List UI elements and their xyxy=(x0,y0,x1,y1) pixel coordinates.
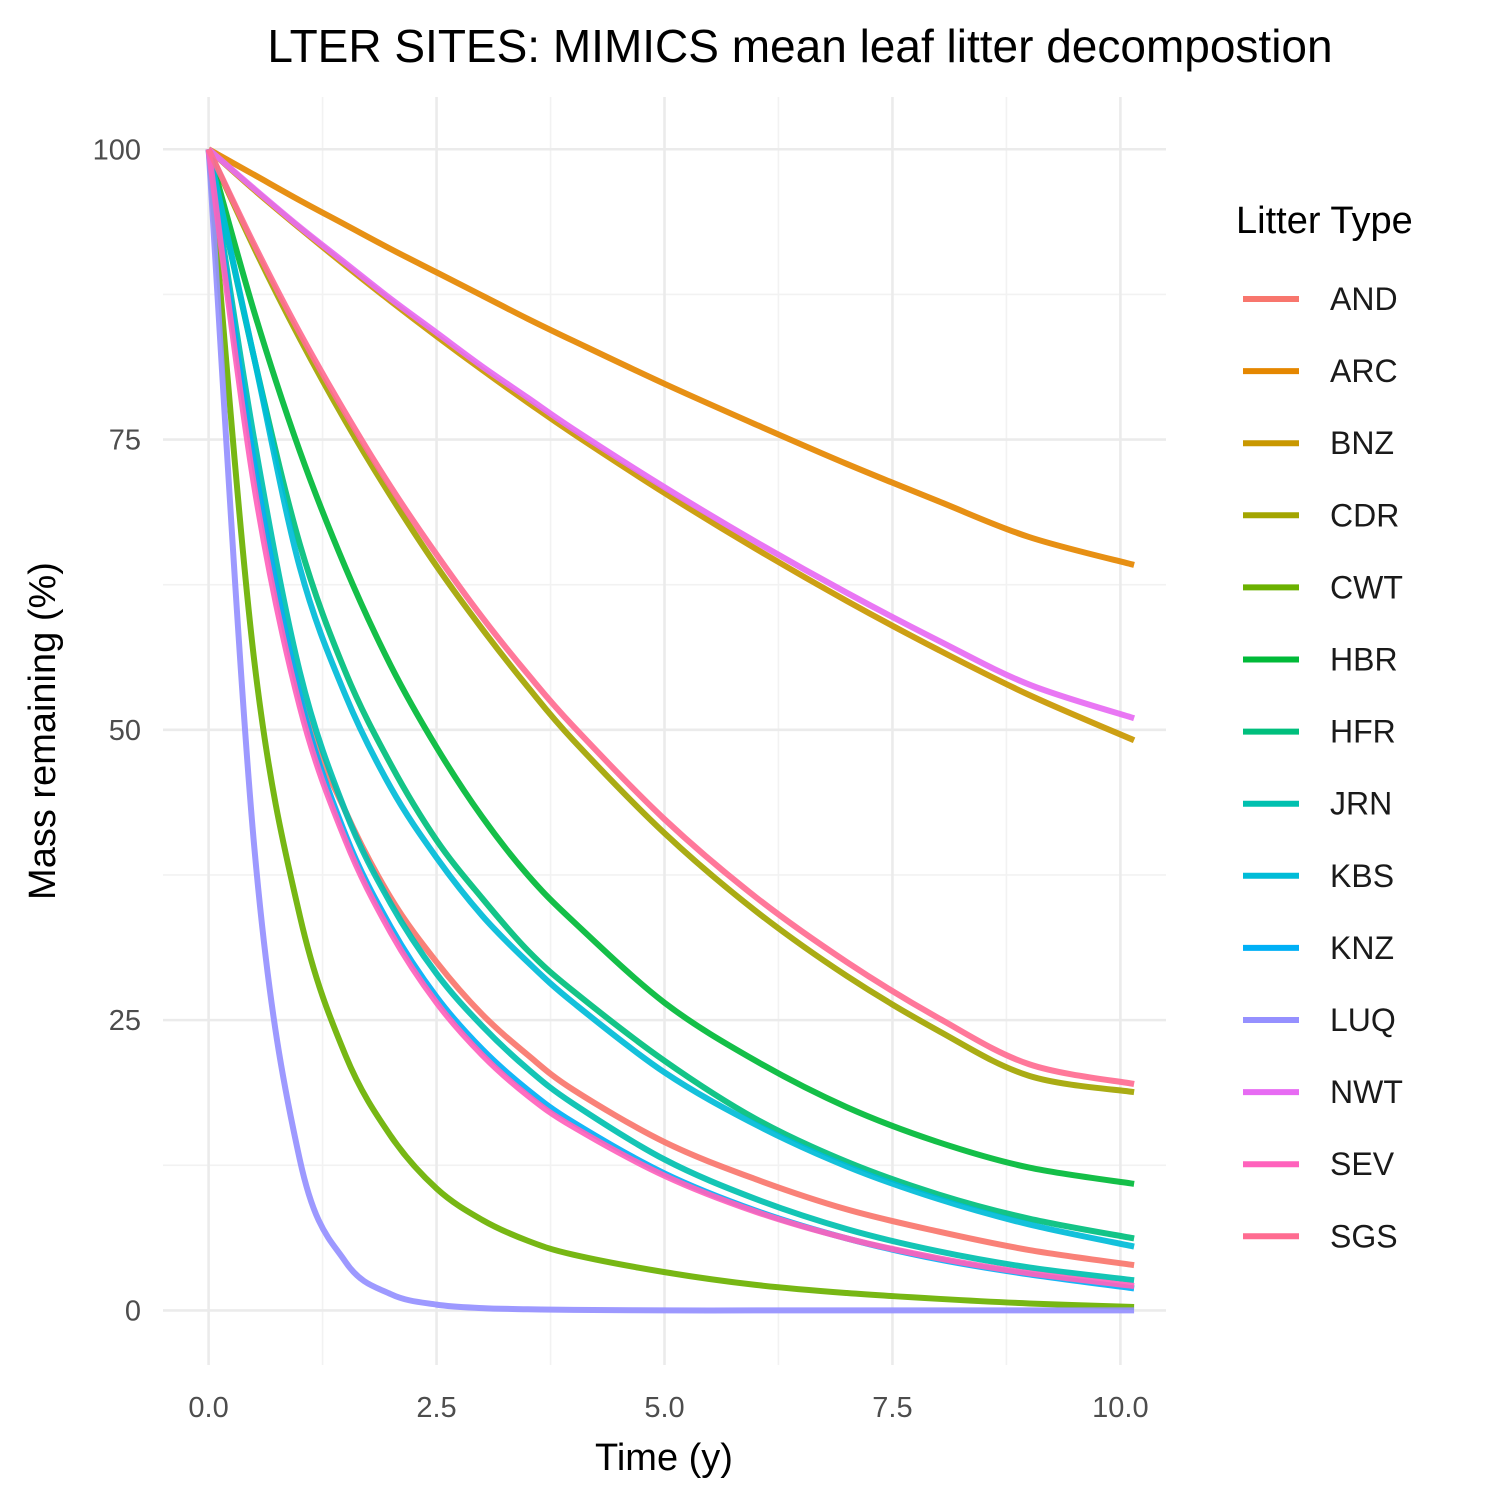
series-line-cdr xyxy=(205,147,1135,1096)
series-line-hbr xyxy=(205,148,1135,1187)
y-tick-label: 0 xyxy=(125,1295,141,1327)
legend-item-luq: LUQ xyxy=(1243,1002,1396,1038)
chart-title: LTER SITES: MIMICS mean leaf litter deco… xyxy=(267,20,1332,72)
legend-label-jrn: JRN xyxy=(1330,786,1392,822)
y-tick-label: 75 xyxy=(109,425,141,457)
x-tick-label: 0.0 xyxy=(188,1392,228,1424)
legend: Litter Type AND ARC BNZ CDR CWT HBR HFR JRN KBS K… xyxy=(1236,200,1413,1254)
legend-item-and: AND xyxy=(1243,281,1398,317)
series-line-arc xyxy=(207,146,1135,568)
series-line-kbs xyxy=(205,148,1135,1250)
legend-label-bnz: BNZ xyxy=(1330,425,1394,461)
legend-label-kbs: KBS xyxy=(1330,858,1394,894)
legend-item-hbr: HBR xyxy=(1243,642,1398,678)
legend-item-cwt: CWT xyxy=(1243,569,1403,605)
x-tick-label: 2.5 xyxy=(416,1392,456,1424)
series-lines xyxy=(205,146,1136,1314)
y-tick-label: 50 xyxy=(109,715,141,747)
series-line-luq xyxy=(205,149,1135,1314)
series-line-jrn xyxy=(205,148,1135,1284)
legend-label-luq: LUQ xyxy=(1330,1002,1396,1038)
y-axis-ticks: 0 25 50 75 100 xyxy=(93,134,141,1327)
series-line-sgs xyxy=(205,147,1135,1087)
legend-item-sgs: SGS xyxy=(1243,1218,1398,1254)
x-axis-ticks: 0.0 2.5 5.0 7.5 10.0 xyxy=(188,1392,1148,1424)
series-line-cwt xyxy=(205,148,1135,1310)
series-line-nwt xyxy=(206,146,1136,722)
legend-item-kbs: KBS xyxy=(1243,858,1394,894)
legend-title: Litter Type xyxy=(1236,200,1413,242)
series-line-sev xyxy=(205,148,1135,1290)
x-tick-label: 5.0 xyxy=(644,1392,684,1424)
legend-item-arc: ARC xyxy=(1243,353,1398,389)
legend-label-nwt: NWT xyxy=(1330,1074,1403,1110)
x-tick-label: 7.5 xyxy=(872,1392,912,1424)
legend-item-nwt: NWT xyxy=(1243,1074,1403,1110)
legend-item-cdr: CDR xyxy=(1243,497,1399,533)
series-line-bnz xyxy=(206,147,1136,744)
legend-label-knz: KNZ xyxy=(1330,930,1394,966)
legend-item-sev: SEV xyxy=(1243,1146,1395,1182)
x-axis-title: Time (y) xyxy=(595,1437,733,1479)
legend-items: AND ARC BNZ CDR CWT HBR HFR JRN KBS KNZ LUQ NWT SEV S… xyxy=(1243,281,1403,1254)
legend-item-knz: KNZ xyxy=(1243,930,1394,966)
x-tick-label: 10.0 xyxy=(1092,1392,1148,1424)
legend-label-sev: SEV xyxy=(1330,1146,1395,1182)
legend-label-hbr: HBR xyxy=(1330,642,1398,678)
legend-label-cdr: CDR xyxy=(1330,497,1399,533)
legend-item-hfr: HFR xyxy=(1243,714,1396,750)
y-tick-label: 100 xyxy=(93,134,141,166)
legend-label-sgs: SGS xyxy=(1330,1218,1398,1254)
legend-label-arc: ARC xyxy=(1330,353,1398,389)
legend-item-bnz: BNZ xyxy=(1243,425,1394,461)
legend-label-and: AND xyxy=(1330,281,1398,317)
legend-label-hfr: HFR xyxy=(1330,714,1396,750)
legend-label-cwt: CWT xyxy=(1330,569,1403,605)
legend-item-jrn: JRN xyxy=(1243,786,1392,822)
y-tick-label: 25 xyxy=(109,1005,141,1037)
y-axis-title: Mass remaining (%) xyxy=(22,562,64,900)
series-line-hfr xyxy=(205,148,1135,1242)
series-line-knz xyxy=(205,148,1135,1292)
